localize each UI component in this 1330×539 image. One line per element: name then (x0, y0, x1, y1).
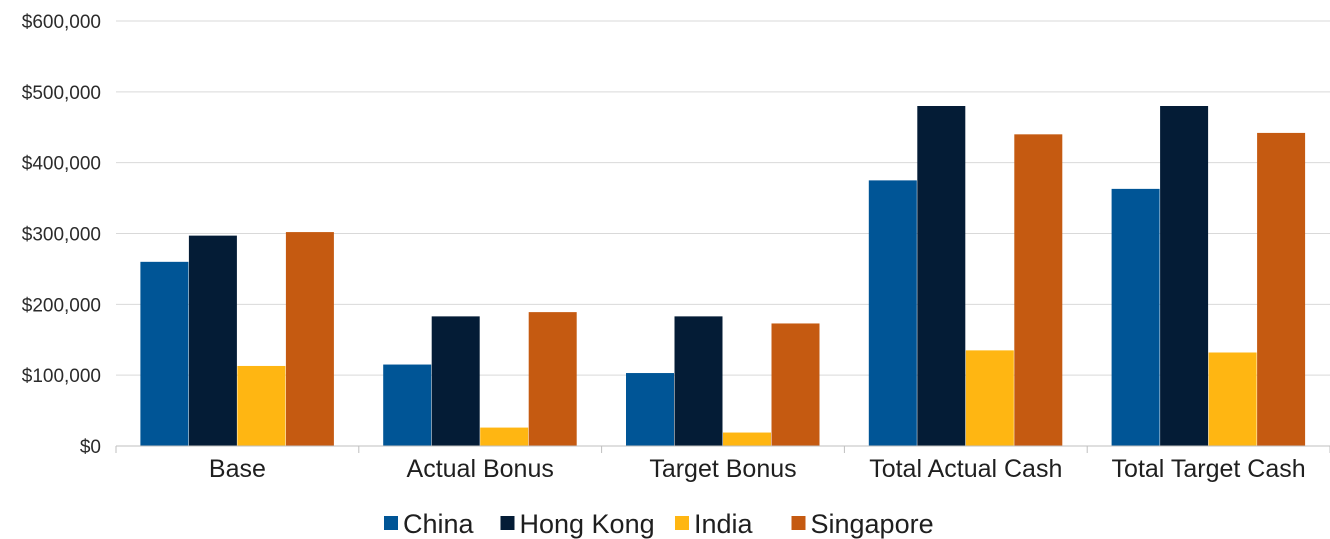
bar-india (480, 427, 529, 446)
y-tick-label: $100,000 (22, 366, 101, 387)
bar-hong-kong (674, 316, 723, 446)
legend: China Hong Kong India Singapore (384, 509, 934, 539)
legend-label: Hong Kong (520, 509, 655, 539)
legend-swatch (500, 516, 515, 530)
x-category-label: Total Target Cash (1112, 455, 1306, 483)
bar-china (626, 373, 674, 446)
bar-hong-kong (917, 106, 966, 446)
legend-item: India (675, 509, 754, 539)
bar-india (1208, 352, 1257, 446)
legend-item: Hong Kong (500, 509, 655, 539)
bar-singapore (1014, 134, 1063, 447)
y-tick-label: $500,000 (22, 83, 101, 104)
y-tick-label: $0 (80, 437, 101, 458)
legend-item: China (384, 509, 475, 539)
legend-label: China (403, 509, 475, 539)
bar-hong-kong (1160, 106, 1209, 446)
bar-india (965, 350, 1014, 446)
y-tick-label: $400,000 (22, 154, 101, 175)
bar-singapore (528, 312, 577, 446)
bar-singapore (771, 323, 820, 446)
legend-label: India (694, 509, 754, 539)
bar-india (237, 365, 286, 446)
legend-label: Singapore (811, 509, 934, 539)
y-tick-label: $200,000 (22, 295, 101, 316)
y-tick-label: $600,000 (22, 12, 101, 33)
bar-china (383, 364, 432, 446)
legend-swatch (675, 516, 689, 530)
legend-item: Singapore (791, 509, 934, 539)
bar-singapore (1257, 132, 1306, 446)
x-category-label: Base (209, 455, 266, 483)
bar-singapore (285, 232, 334, 446)
legend-swatch (384, 516, 398, 530)
y-axis-ticks: $0 $100,000 $200,000 $300,000 $400,000 $500,0… (22, 12, 101, 458)
bar-hong-kong (188, 235, 237, 446)
x-category-label: Actual Bonus (407, 455, 554, 483)
bar-china (140, 261, 189, 446)
x-category-label: Target Bonus (649, 455, 796, 483)
bar-india (723, 432, 771, 446)
x-axis: Base Actual Bonus Target Bonus Total Actual… (115, 445, 1330, 483)
y-tick-label: $300,000 (22, 225, 101, 246)
legend-swatch (791, 516, 806, 530)
bar-china (1111, 188, 1160, 446)
bars (140, 106, 1306, 447)
x-category-label: Total Actual Cash (869, 455, 1062, 483)
bar-china (868, 180, 917, 446)
bar-hong-kong (431, 316, 480, 446)
